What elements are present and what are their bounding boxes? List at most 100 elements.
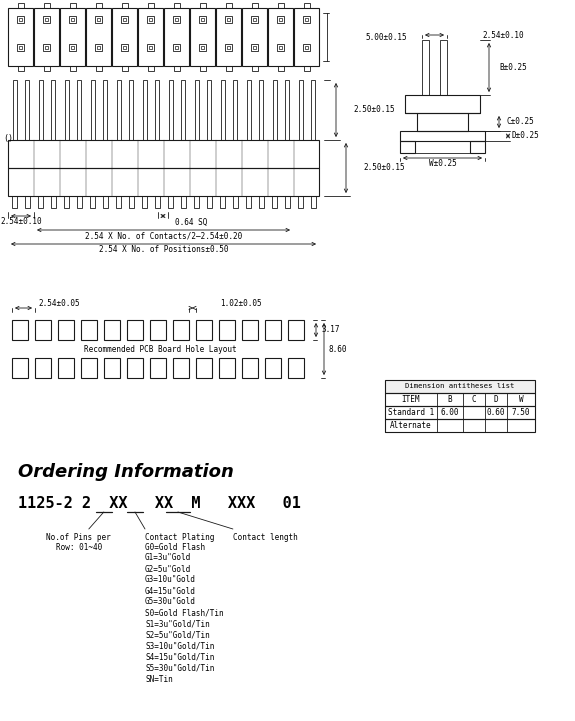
Bar bbox=[199, 16, 206, 23]
Bar bbox=[225, 44, 232, 51]
Bar bbox=[44, 66, 49, 71]
Bar bbox=[385, 380, 535, 393]
Text: S0=Gold Flash/Tin: S0=Gold Flash/Tin bbox=[145, 609, 224, 617]
Bar bbox=[304, 66, 309, 71]
Bar bbox=[310, 80, 315, 140]
Bar bbox=[232, 196, 237, 208]
Bar bbox=[173, 358, 189, 378]
Text: G0=Gold Flash: G0=Gold Flash bbox=[145, 542, 205, 552]
Text: 2.54±0.05: 2.54±0.05 bbox=[39, 298, 80, 307]
Bar bbox=[265, 320, 281, 340]
Bar bbox=[305, 18, 308, 21]
Bar bbox=[13, 80, 17, 140]
Bar bbox=[148, 3, 154, 8]
Bar bbox=[25, 196, 29, 208]
Bar bbox=[259, 196, 263, 208]
Bar bbox=[259, 80, 263, 140]
Bar bbox=[273, 80, 277, 140]
Bar bbox=[181, 80, 185, 140]
Text: 0.64 SQ: 0.64 SQ bbox=[175, 218, 207, 226]
Bar bbox=[251, 16, 258, 23]
Bar bbox=[44, 3, 49, 8]
Bar bbox=[90, 196, 94, 208]
Bar bbox=[206, 196, 212, 208]
Bar bbox=[12, 196, 17, 208]
Text: Dimension antitheses list: Dimension antitheses list bbox=[405, 384, 515, 389]
Text: ITEM: ITEM bbox=[402, 395, 420, 404]
Bar bbox=[303, 44, 310, 51]
Bar bbox=[8, 8, 33, 66]
Bar bbox=[277, 16, 284, 23]
Bar bbox=[304, 3, 309, 8]
Bar bbox=[297, 196, 302, 208]
Text: 5.00±0.15: 5.00±0.15 bbox=[365, 32, 407, 42]
Text: No.of Pins per: No.of Pins per bbox=[47, 533, 111, 541]
Bar bbox=[200, 66, 205, 71]
Bar bbox=[95, 66, 102, 71]
Bar bbox=[63, 196, 68, 208]
Bar bbox=[173, 320, 189, 340]
Text: C: C bbox=[472, 395, 476, 404]
Bar bbox=[253, 18, 256, 21]
Bar bbox=[71, 46, 74, 49]
Text: S2=5u"Gold/Tin: S2=5u"Gold/Tin bbox=[145, 630, 210, 640]
Bar bbox=[97, 46, 100, 49]
Bar bbox=[225, 16, 232, 23]
Bar bbox=[37, 196, 43, 208]
Bar bbox=[285, 80, 289, 140]
Text: 2.54 X No. of Positions±0.50: 2.54 X No. of Positions±0.50 bbox=[99, 245, 228, 255]
Bar bbox=[102, 80, 106, 140]
Bar bbox=[123, 46, 126, 49]
Bar bbox=[201, 18, 204, 21]
Text: Contact length: Contact length bbox=[233, 533, 298, 541]
Bar bbox=[173, 16, 180, 23]
Bar bbox=[279, 18, 282, 21]
Text: 7.50: 7.50 bbox=[512, 408, 530, 417]
Text: 6.00: 6.00 bbox=[441, 408, 459, 417]
Bar bbox=[155, 80, 159, 140]
Bar bbox=[95, 16, 102, 23]
Bar bbox=[121, 44, 128, 51]
Text: 8.60: 8.60 bbox=[329, 345, 347, 353]
Bar bbox=[90, 80, 94, 140]
Bar bbox=[35, 358, 51, 378]
Bar bbox=[121, 66, 128, 71]
Text: Row: 01~40: Row: 01~40 bbox=[56, 542, 102, 552]
Bar bbox=[271, 196, 277, 208]
Bar bbox=[294, 8, 319, 66]
Bar bbox=[25, 80, 29, 140]
Bar bbox=[253, 46, 256, 49]
Bar bbox=[97, 18, 100, 21]
Text: S4=15u"Gold/Tin: S4=15u"Gold/Tin bbox=[145, 653, 214, 661]
Text: 2.54 X No. of Contacts/2–2.54±0.20: 2.54 X No. of Contacts/2–2.54±0.20 bbox=[85, 231, 242, 241]
Bar bbox=[116, 196, 121, 208]
Bar bbox=[35, 320, 51, 340]
Bar bbox=[277, 44, 284, 51]
Text: B±0.25: B±0.25 bbox=[499, 63, 527, 72]
Bar bbox=[17, 66, 24, 71]
Bar bbox=[81, 358, 97, 378]
Bar bbox=[251, 3, 258, 8]
Bar bbox=[58, 358, 74, 378]
Bar bbox=[174, 3, 179, 8]
Bar bbox=[227, 46, 230, 49]
Text: G4=15u"Gold: G4=15u"Gold bbox=[145, 586, 196, 596]
Bar bbox=[219, 358, 235, 378]
Bar bbox=[251, 66, 258, 71]
Bar bbox=[288, 358, 304, 378]
Text: Ordering Information: Ordering Information bbox=[18, 463, 234, 481]
Bar bbox=[138, 8, 163, 66]
Bar bbox=[268, 8, 293, 66]
Bar bbox=[17, 3, 24, 8]
Bar bbox=[51, 80, 55, 140]
Bar bbox=[69, 16, 76, 23]
Bar bbox=[400, 131, 485, 141]
Bar bbox=[206, 80, 210, 140]
Text: 1125-2 2  XX   XX  M   XXX   01: 1125-2 2 XX XX M XXX 01 bbox=[18, 497, 301, 511]
Bar bbox=[8, 168, 319, 196]
Text: G5=30u"Gold: G5=30u"Gold bbox=[145, 598, 196, 606]
Bar bbox=[45, 46, 48, 49]
Bar bbox=[112, 8, 137, 66]
Bar bbox=[220, 196, 224, 208]
Text: Alternate: Alternate bbox=[390, 421, 432, 430]
